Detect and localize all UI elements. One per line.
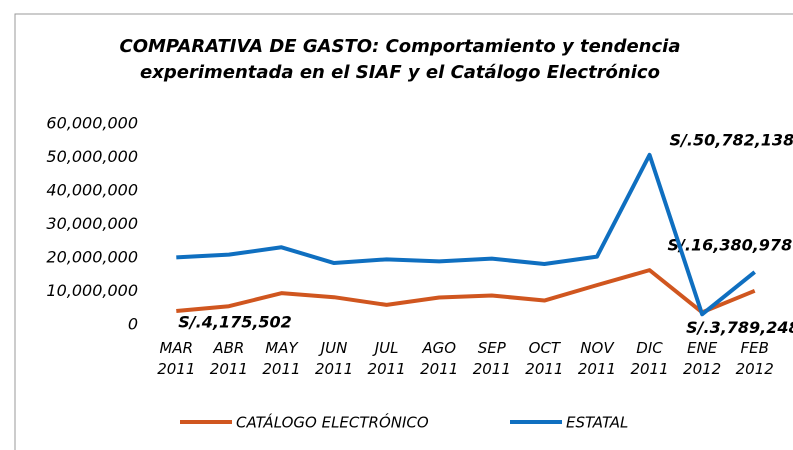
x-tick-label: DIC 2011 [630,339,669,378]
y-tick-label: 30,000,000 [46,214,138,233]
y-tick-label: 10,000,000 [46,281,138,300]
x-tick-label: MAR 2011 [157,339,196,378]
chart-title: COMPARATIVA DE GASTO: Comportamiento y t… [119,36,681,83]
legend-label: ESTATAL [566,414,628,432]
data-label: S/.4,175,502 [178,313,292,332]
y-tick-label: 40,000,000 [46,181,138,200]
x-tick-label: OCT 2011 [525,339,564,378]
x-tick-label: ABR 2011 [209,339,248,378]
y-tick-label: 50,000,000 [46,147,138,166]
y-tick-label: 20,000,000 [46,248,138,267]
x-tick-label: ENE 2012 [683,339,722,378]
x-tick-label: JUL 2011 [367,339,406,378]
x-tick-label: NOV 2011 [577,339,617,378]
data-label: S/.50,782,138 [670,130,793,149]
chart-frame [14,13,793,450]
data-label: S/.3,789,248 [686,318,793,337]
legend-label: CATÁLOGO ELECTRÓNICO [236,413,429,432]
x-tick-label: AGO 2011 [420,339,459,378]
x-tick-label: SEP 2011 [472,339,511,378]
y-tick-label: 60,000,000 [46,114,138,133]
y-tick-label: 0 [128,315,138,334]
series-line [176,268,756,315]
x-tick-label: MAY 2011 [262,339,301,378]
series-line [176,152,756,317]
x-tick-label: FEB 2012 [735,339,774,378]
x-tick-label: JUN 2011 [314,339,354,378]
data-label: S/.16,380,978 [668,236,793,255]
